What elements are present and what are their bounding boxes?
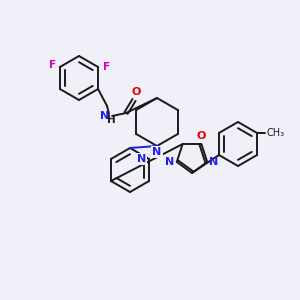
Text: N: N: [100, 111, 110, 121]
Text: F: F: [49, 60, 56, 70]
Text: H: H: [107, 115, 116, 125]
Text: N: N: [209, 157, 218, 167]
Text: O: O: [131, 87, 141, 97]
Text: O: O: [197, 131, 206, 141]
Text: N: N: [152, 147, 162, 157]
Text: CH₃: CH₃: [266, 128, 284, 138]
Text: N: N: [137, 154, 146, 164]
Text: N: N: [164, 157, 174, 167]
Text: F: F: [103, 62, 110, 72]
